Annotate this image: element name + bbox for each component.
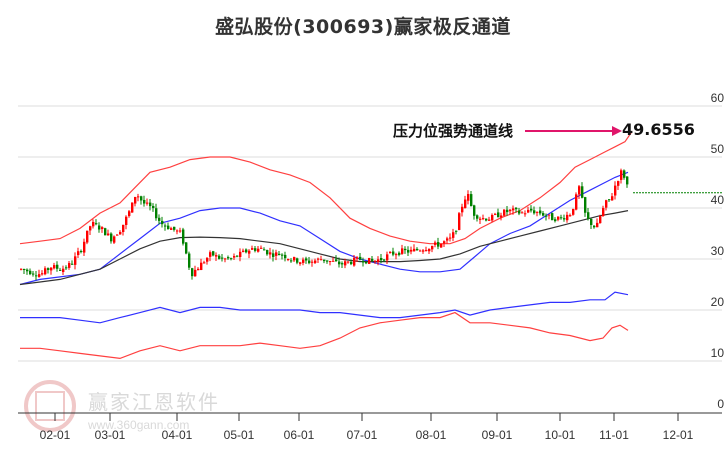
inner_lower-line (20, 291, 629, 324)
chart-title: 盛弘股份(300693)赢家极反通道 (215, 16, 511, 38)
y-tick-label: 10 (710, 346, 724, 360)
y-tick-label: 60 (710, 91, 724, 105)
annotation-overlay (525, 126, 722, 194)
watermark-logo (24, 380, 76, 432)
resistance-value: 49.6556 (622, 120, 695, 139)
x-tick-label: 05-01 (223, 428, 255, 442)
candlesticks (20, 168, 629, 281)
inner_upper-line (19, 171, 629, 286)
x-tick-label: 10-01 (544, 428, 576, 442)
x-tick-label: 12-01 (662, 428, 694, 442)
y-tick-label: 50 (710, 142, 724, 156)
outer_lower-line (20, 311, 629, 360)
y-tick-label: 40 (710, 193, 724, 207)
x-axis (18, 412, 722, 421)
y-tick-label: 30 (710, 244, 724, 258)
x-tick-label: 09-01 (481, 428, 513, 442)
y-tick-label: 0 (717, 397, 724, 411)
watermark-url: www.360gann.com (88, 418, 190, 432)
channel-bands (19, 131, 633, 360)
x-tick-label: 04-01 (161, 428, 193, 442)
x-tick-label: 08-01 (415, 428, 447, 442)
outer_upper-line (19, 131, 633, 245)
gridlines (18, 105, 722, 362)
x-tick-label: 03-01 (94, 428, 126, 442)
x-tick-label: 06-01 (283, 428, 315, 442)
y-tick-label: 20 (710, 295, 724, 309)
resistance-channel-label: 压力位强势通道线 (393, 122, 514, 140)
x-tick-label: 02-01 (39, 428, 71, 442)
x-tick-label: 11-01 (599, 428, 629, 442)
watermark-brand: 赢家江恩软件 (88, 390, 220, 414)
middle-line (19, 210, 629, 286)
x-tick-label: 07-01 (346, 428, 378, 442)
